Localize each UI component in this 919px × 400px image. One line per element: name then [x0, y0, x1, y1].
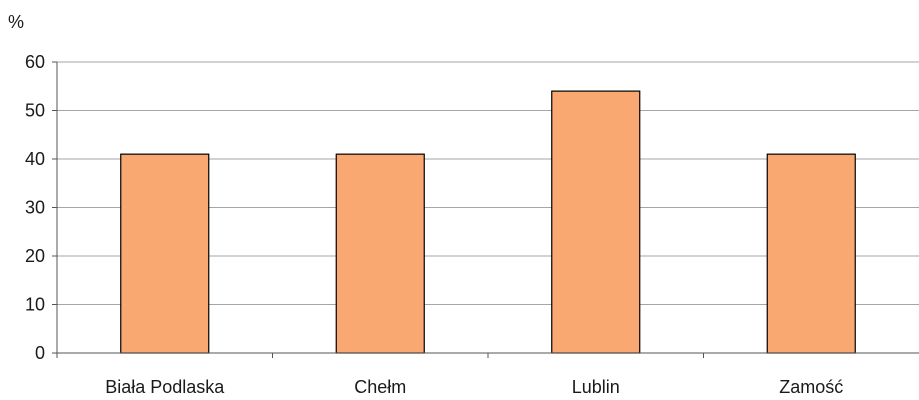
y-tick-label: 60 [25, 52, 45, 72]
y-tick-label: 0 [35, 343, 45, 363]
x-category-label: Biała Podlaska [105, 377, 225, 397]
x-category-label: Chełm [354, 377, 406, 397]
x-axis-labels: Biała Podlaska Chełm Lublin Zamość [105, 377, 843, 397]
y-unit-label: % [8, 12, 24, 32]
y-axis-ticks: 0 10 20 30 40 50 60 [25, 52, 57, 363]
y-tick-label: 30 [25, 198, 45, 218]
y-tick-label: 40 [25, 149, 45, 169]
x-category-label: Zamość [779, 377, 843, 397]
bars [120, 90, 856, 354]
y-tick-label: 50 [25, 101, 45, 121]
y-tick-label: 20 [25, 246, 45, 266]
bar [120, 153, 210, 354]
axes [56, 62, 919, 358]
bar [766, 153, 856, 354]
bar [335, 153, 425, 354]
bar [551, 90, 641, 354]
x-category-label: Lublin [572, 377, 620, 397]
y-tick-label: 10 [25, 295, 45, 315]
